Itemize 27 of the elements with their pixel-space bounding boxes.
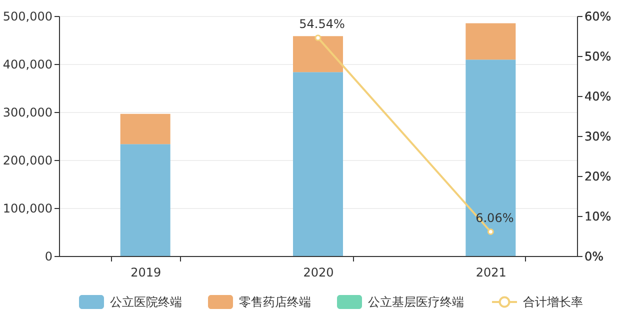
- y-tick-label: 500,000: [2, 10, 52, 24]
- y2-tick-label: 60%: [584, 10, 612, 24]
- y2-tick-label: 0%: [584, 250, 604, 264]
- bar: [120, 144, 170, 256]
- y-tick-label: 400,000: [2, 58, 52, 72]
- y2-tick-label: 10%: [584, 210, 612, 224]
- y2-tick-label: 20%: [584, 170, 612, 184]
- bar: [293, 36, 343, 72]
- y-tick-label: 100,000: [2, 202, 52, 216]
- legend-label: 公立基层医疗终端: [368, 295, 464, 309]
- x-tick-label: 2020: [303, 266, 334, 280]
- y2-tick-label: 40%: [584, 90, 612, 104]
- bar: [120, 114, 170, 144]
- data-label: 54.54%: [299, 16, 345, 31]
- x-tick-label: 2019: [130, 266, 162, 280]
- x-tick-label: 2021: [476, 266, 506, 280]
- legend-label: 零售药店终端: [239, 295, 311, 309]
- y-tick-label: 200,000: [2, 154, 52, 168]
- bar: [293, 72, 343, 256]
- bar: [466, 23, 516, 60]
- y-tick-label: 0: [44, 250, 52, 264]
- y2-tick-label: 50%: [584, 50, 612, 64]
- bar: [466, 60, 516, 256]
- legend-label: 公立医院终端: [110, 295, 182, 309]
- y2-tick-label: 30%: [584, 130, 612, 144]
- y-tick-label: 300,000: [2, 106, 52, 120]
- legend-label: 合计增长率: [523, 295, 583, 309]
